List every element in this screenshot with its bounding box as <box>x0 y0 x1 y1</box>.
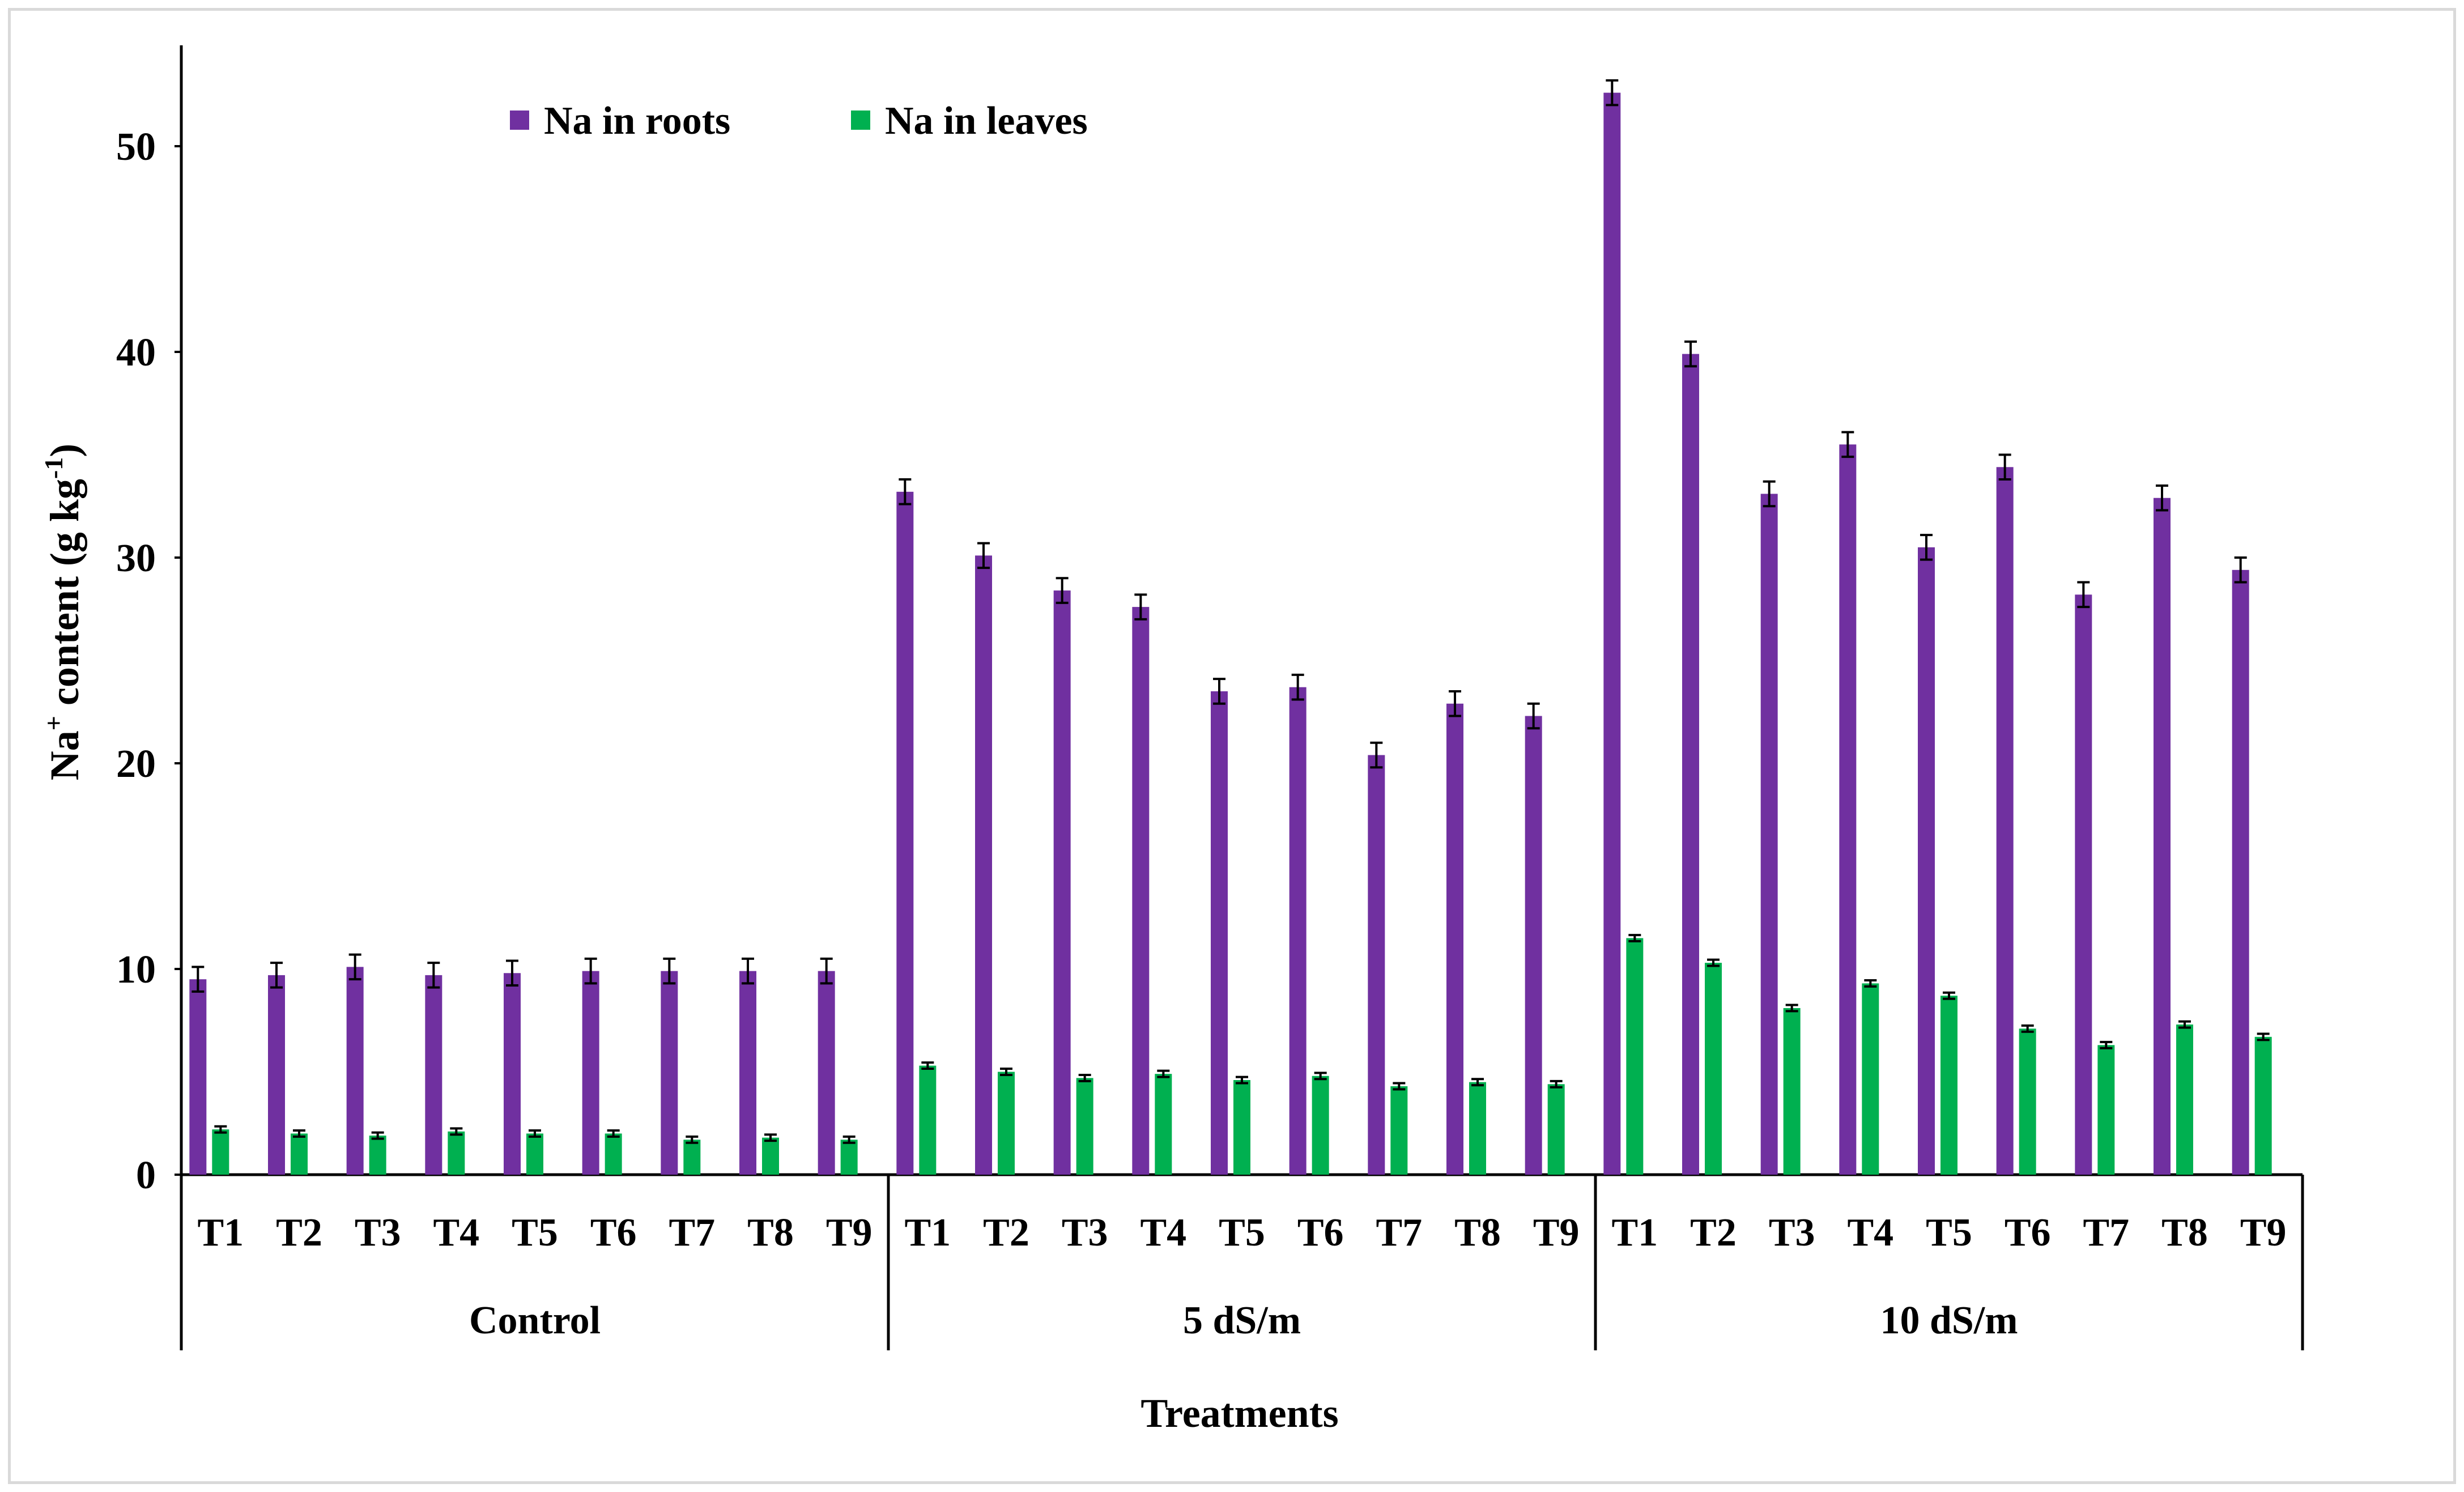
category-label: T5 <box>512 1211 558 1255</box>
bar-roots <box>1525 716 1542 1175</box>
category-label: T2 <box>983 1211 1029 1255</box>
bar-roots <box>1996 467 2014 1175</box>
category-label: T4 <box>1847 1211 1893 1255</box>
category-label: T9 <box>2240 1211 2287 1255</box>
bar-leaves <box>291 1133 308 1175</box>
bar-roots <box>582 971 599 1175</box>
bar-leaves <box>1312 1076 1329 1175</box>
category-label: T8 <box>747 1211 794 1255</box>
bar-roots <box>1446 703 1463 1175</box>
category-label: T6 <box>590 1211 637 1255</box>
y-tick-label: 30 <box>116 537 156 580</box>
bar-roots <box>2075 594 2092 1175</box>
bar-leaves <box>919 1065 937 1175</box>
bar-roots <box>975 555 992 1175</box>
bar-leaves <box>605 1133 622 1175</box>
category-label: T7 <box>2083 1211 2129 1255</box>
bar-roots <box>504 973 521 1175</box>
bar-roots <box>1682 354 1699 1175</box>
category-label: T9 <box>826 1211 873 1255</box>
x-axis-label: Treatments <box>1140 1391 1338 1436</box>
bar-leaves <box>2176 1025 2193 1175</box>
category-label: T2 <box>276 1211 322 1255</box>
bar-leaves <box>1547 1084 1565 1175</box>
category-label: T3 <box>355 1211 401 1255</box>
bar-leaves <box>212 1129 229 1175</box>
bar-leaves <box>2097 1045 2115 1175</box>
category-label: T1 <box>1611 1211 1658 1255</box>
legend-swatch-leaves <box>851 110 870 130</box>
bar-leaves <box>762 1137 779 1175</box>
bar-roots <box>1760 494 1778 1175</box>
bar-leaves <box>1783 1008 1801 1175</box>
bar-leaves <box>1155 1074 1172 1175</box>
category-label: T6 <box>1297 1211 1344 1255</box>
category-label: T9 <box>1533 1211 1580 1255</box>
y-tick-label: 50 <box>116 125 156 169</box>
bar-roots <box>739 971 756 1175</box>
y-axis-label: Na+ content (g kg-1) <box>39 444 87 781</box>
bar-roots <box>346 967 364 1175</box>
bar-roots <box>2154 498 2171 1175</box>
y-tick-label: 0 <box>136 1154 156 1197</box>
category-label: T7 <box>1376 1211 1422 1255</box>
bar-roots <box>2232 569 2249 1175</box>
bar-leaves <box>998 1072 1015 1175</box>
bar-roots <box>896 491 914 1175</box>
bar-leaves <box>840 1140 858 1175</box>
category-label: T7 <box>669 1211 715 1255</box>
bar-roots <box>1289 687 1307 1175</box>
bar-roots <box>661 971 678 1175</box>
legend-swatch-roots <box>510 110 529 130</box>
category-label: T5 <box>1219 1211 1265 1255</box>
bar-leaves <box>1390 1086 1408 1175</box>
bar-roots <box>268 975 285 1175</box>
group-label: 10 dS/m <box>1880 1299 2018 1342</box>
group-label: 5 dS/m <box>1183 1299 1301 1342</box>
category-label: T8 <box>1454 1211 1501 1255</box>
bar-leaves <box>369 1136 386 1175</box>
bar-roots <box>1368 755 1385 1175</box>
group-label: Control <box>469 1299 601 1342</box>
bar-roots <box>1053 590 1071 1175</box>
legend-label-leaves: Na in leaves <box>885 99 1088 143</box>
bar-roots <box>1603 92 1621 1175</box>
bar-leaves <box>1076 1078 1093 1175</box>
bar-roots <box>1132 607 1150 1175</box>
category-label: T1 <box>904 1211 951 1255</box>
bar-roots <box>425 975 442 1175</box>
bar-leaves <box>1469 1082 1486 1175</box>
bar-leaves <box>683 1140 701 1175</box>
category-label: T6 <box>2005 1211 2051 1255</box>
bar-leaves <box>1940 996 1957 1175</box>
legend-label-roots: Na in roots <box>544 99 730 143</box>
bar-leaves <box>2254 1036 2272 1175</box>
chart-frame <box>8 8 2456 1484</box>
bar-roots <box>189 979 207 1175</box>
bar-leaves <box>1233 1080 1250 1175</box>
category-label: T1 <box>197 1211 244 1255</box>
category-label: T3 <box>1062 1211 1108 1255</box>
category-label: T5 <box>1926 1211 1972 1255</box>
y-tick-label: 10 <box>116 948 156 992</box>
category-label: T4 <box>1140 1211 1186 1255</box>
bar-roots <box>1211 691 1228 1175</box>
bar-leaves <box>1862 983 1879 1175</box>
category-label: T4 <box>433 1211 479 1255</box>
bar-roots <box>818 971 835 1175</box>
category-label: T2 <box>1690 1211 1737 1255</box>
bar-leaves <box>2019 1028 2036 1175</box>
y-tick-label: 20 <box>116 742 156 786</box>
bar-leaves <box>448 1131 465 1175</box>
category-label: T3 <box>1769 1211 1815 1255</box>
bar-leaves <box>1626 938 1644 1175</box>
y-tick-label: 40 <box>116 331 156 375</box>
bar-leaves <box>526 1133 543 1175</box>
category-label: T8 <box>2161 1211 2208 1255</box>
bar-roots <box>1918 547 1935 1175</box>
bar-leaves <box>1705 963 1722 1175</box>
legend: Na in roots Na in leaves <box>510 99 1088 143</box>
bar-roots <box>1839 444 1857 1175</box>
